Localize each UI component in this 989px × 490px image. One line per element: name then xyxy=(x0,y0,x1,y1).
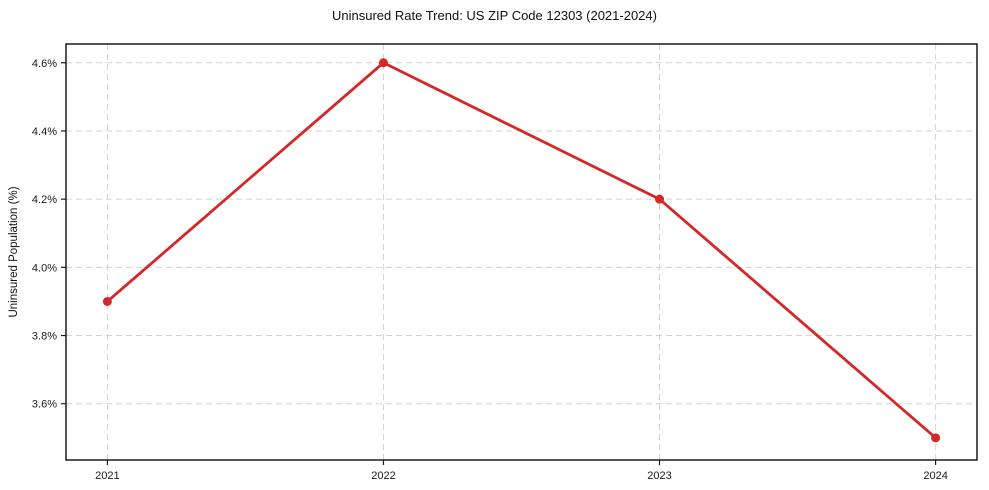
y-tick-label: 3.8% xyxy=(32,331,57,343)
y-tick-label: 4.2% xyxy=(32,194,57,206)
plot-border xyxy=(65,43,978,461)
x-tick-label: 2021 xyxy=(95,470,119,482)
y-tick-label: 4.6% xyxy=(32,58,57,70)
chart-title: Uninsured Rate Trend: US ZIP Code 12303 … xyxy=(332,8,657,23)
y-tick-label: 3.6% xyxy=(32,399,57,411)
x-tick-label: 2023 xyxy=(647,470,671,482)
trend-line xyxy=(106,61,937,440)
data-point xyxy=(655,194,665,204)
y-tick-label: 4.4% xyxy=(32,126,57,138)
data-point xyxy=(378,58,388,68)
x-tick-label: 2024 xyxy=(923,470,947,482)
data-point xyxy=(931,433,941,443)
y-tick-label: 4.0% xyxy=(32,262,57,274)
x-tick-label: 2022 xyxy=(371,470,395,482)
data-point xyxy=(102,296,112,306)
